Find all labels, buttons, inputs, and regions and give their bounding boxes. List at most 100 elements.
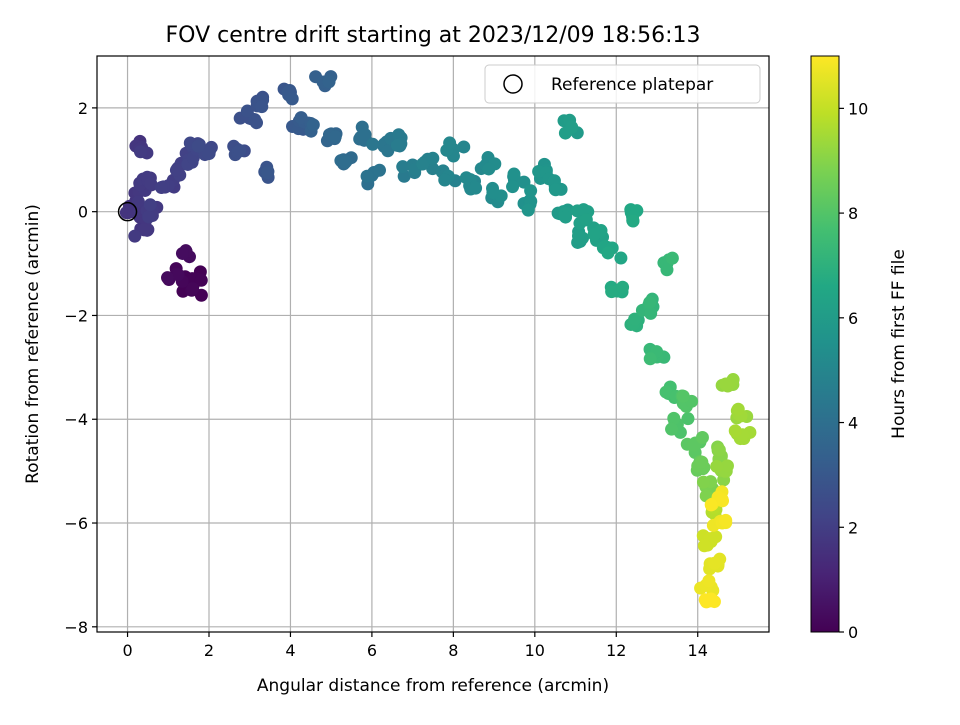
data-point <box>704 498 718 512</box>
colorbar-tick-label: 10 <box>848 99 868 118</box>
grid-layer <box>97 56 769 632</box>
legend-box <box>484 64 761 104</box>
data-point <box>459 171 473 185</box>
data-point <box>696 475 710 489</box>
data-point <box>294 111 308 125</box>
chart-title: FOV centre drift starting at 2023/12/09 … <box>166 23 701 48</box>
data-point <box>549 183 563 197</box>
data-point <box>137 223 151 237</box>
plot-frame <box>96 55 770 633</box>
data-point <box>144 177 158 191</box>
y-tick-label: −8 <box>64 618 88 637</box>
data-point <box>322 75 336 89</box>
x-tick-label: 12 <box>606 641 626 660</box>
data-point <box>506 180 520 194</box>
data-point <box>416 157 430 171</box>
data-point <box>338 155 352 169</box>
colorbar-ticks: 0 2 4 6 8 10 <box>839 99 868 642</box>
data-point <box>731 402 745 416</box>
data-point <box>695 430 709 444</box>
data-point <box>667 411 681 425</box>
data-point <box>171 268 185 282</box>
data-point <box>643 352 657 366</box>
data-point <box>644 306 658 320</box>
data-point <box>131 195 145 209</box>
data-point <box>687 438 701 452</box>
x-tick-label: 14 <box>688 641 708 660</box>
legend-reference-label: Reference platepar <box>551 75 713 95</box>
points-layer <box>119 70 757 609</box>
data-point <box>381 144 395 158</box>
data-point <box>285 92 299 106</box>
legend: Reference platepar <box>484 64 761 104</box>
data-point <box>587 227 601 241</box>
y-ticks: −8 −6 −4 −2 0 2 <box>64 99 97 637</box>
data-point <box>240 104 254 118</box>
data-point <box>605 285 619 299</box>
reference-platepar-marker <box>117 201 138 222</box>
x-tick-label: 10 <box>525 641 545 660</box>
colorbar-tick-label: 2 <box>848 518 858 537</box>
data-point <box>728 424 742 438</box>
data-point <box>665 422 679 436</box>
data-point <box>616 280 630 294</box>
reference-layer <box>117 201 138 222</box>
data-point <box>142 210 156 224</box>
data-point <box>194 273 208 287</box>
data-point <box>372 163 386 177</box>
y-tick-label: −2 <box>64 306 88 325</box>
data-point <box>719 377 733 391</box>
colorbar-tick-label: 6 <box>848 309 858 328</box>
data-point <box>716 494 730 508</box>
data-point <box>660 263 674 277</box>
y-tick-label: 0 <box>78 203 88 222</box>
data-point <box>720 459 734 473</box>
colorbar-tick-label: 8 <box>848 204 858 223</box>
x-axis-label: Angular distance from reference (arcmin) <box>257 676 609 696</box>
data-point <box>306 118 320 132</box>
data-point <box>558 126 572 140</box>
data-point <box>143 198 157 212</box>
data-point <box>202 146 216 160</box>
data-point <box>169 163 183 177</box>
data-point <box>707 556 721 570</box>
y-axis-label: Rotation from reference (arcmin) <box>23 204 43 484</box>
data-point <box>390 138 404 152</box>
data-point <box>366 137 380 151</box>
data-point <box>719 513 733 527</box>
x-tick-label: 8 <box>448 641 458 660</box>
data-point <box>426 151 440 165</box>
data-point <box>579 213 593 227</box>
data-point <box>154 181 168 194</box>
colorbar-tick-label: 0 <box>848 623 858 642</box>
data-point <box>676 389 690 403</box>
y-tick-label: 2 <box>78 99 88 118</box>
data-point <box>134 145 147 159</box>
colorbar-tick-label: 4 <box>848 414 858 433</box>
data-point <box>507 167 521 181</box>
data-point <box>710 459 724 473</box>
data-point <box>626 214 640 228</box>
x-tick-label: 6 <box>367 641 377 660</box>
data-point <box>438 173 452 187</box>
data-point <box>681 412 695 426</box>
data-point <box>712 443 726 457</box>
data-point <box>396 160 410 174</box>
y-tick-label: −6 <box>64 514 88 533</box>
data-point <box>128 229 142 243</box>
data-point <box>260 166 274 180</box>
data-point <box>255 100 269 114</box>
data-point <box>601 246 615 260</box>
data-point <box>486 186 500 200</box>
x-tick-label: 4 <box>285 641 295 660</box>
y-tick-label: −4 <box>64 410 88 429</box>
data-point <box>577 203 591 217</box>
data-point <box>161 271 175 285</box>
legend-reference-marker <box>503 74 523 94</box>
data-point <box>698 593 712 607</box>
data-point <box>702 574 716 588</box>
data-point <box>643 296 657 310</box>
data-point <box>659 385 673 399</box>
